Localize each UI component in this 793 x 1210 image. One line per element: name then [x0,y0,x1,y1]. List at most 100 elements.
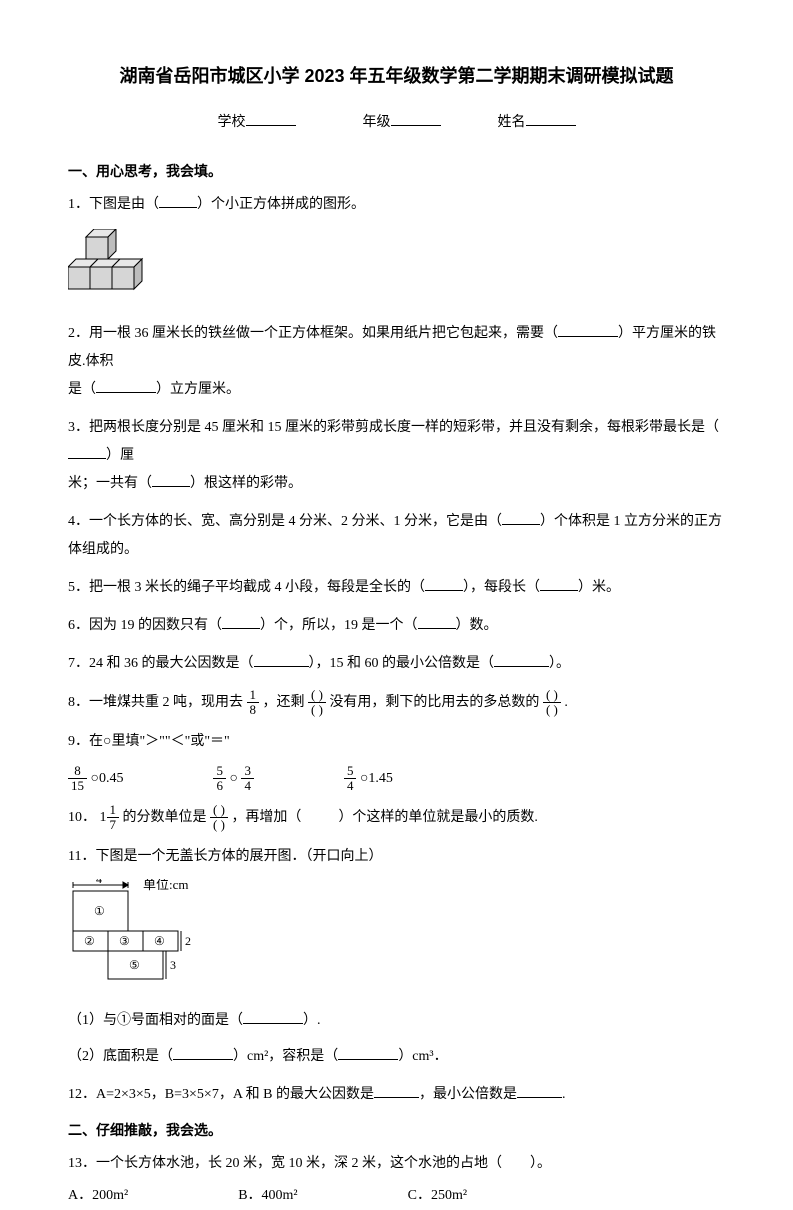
question-2: 2．用一根 36 厘米长的铁丝做一个正方体框架。如果用纸片把它包起来，需要（）平… [68,320,725,404]
q11-sub2-blank1[interactable] [173,1046,233,1060]
grade-blank[interactable] [391,110,441,126]
cube-svg [68,229,163,301]
q6-post: ）数。 [456,618,498,633]
q5-post: ）米。 [578,580,620,595]
svg-text:⑤: ⑤ [129,958,140,972]
section-1-heading: 一、用心思考，我会填。 [68,160,725,185]
q10-post: ）个这样的单位就是最小的质数. [338,810,538,825]
question-5: 5．把一根 3 米长的绳子平均截成 4 小段，每段是全长的（ ），每段长（ ）米。 [68,574,725,602]
q3-blank1[interactable] [68,445,106,459]
q2-blank1[interactable] [558,323,618,337]
q8-frac1: 18 [247,688,260,718]
q4-blank[interactable] [502,511,540,525]
q12-post: . [562,1087,566,1102]
q10-pre: 10． [68,810,96,825]
question-4: 4．一个长方体的长、宽、高分别是 4 分米、2 分米、1 分米，它是由（）个体积… [68,508,725,564]
q13-choices: A．200m² B．400m² C．250m² [68,1182,725,1210]
question-12: 12．A=2×3×5，B=3×5×7，A 和 B 的最大公因数是 ，最小公倍数是. [68,1081,725,1109]
q2-pre2: 是（ [68,382,96,397]
q11-sub2-blank2[interactable] [338,1046,398,1060]
grade-label: 年级 [363,110,391,135]
school-label: 学校 [218,110,246,135]
q12-blank2[interactable] [517,1084,562,1098]
q10-mixed: 117 [100,810,120,825]
name-blank[interactable] [526,110,576,126]
q12-mid: ，最小公倍数是 [419,1087,517,1102]
svg-text:④: ④ [154,934,165,948]
q8-pre: 8．一堆煤共重 2 吨，现用去 [68,695,243,710]
q6-pre: 6．因为 19 的因数只有（ [68,618,222,633]
q9-item-2: 54 ○1.45 [344,764,393,794]
q3-pre2: 米；一共有（ [68,476,152,491]
page-title: 湖南省岳阳市城区小学 2023 年五年级数学第二学期期末调研模拟试题 [68,60,725,92]
question-3: 3．把两根长度分别是 45 厘米和 15 厘米的彩带剪成长度一样的短彩带，并且没… [68,414,725,498]
q2-blank2[interactable] [96,379,156,393]
q7-pre: 7．24 和 36 的最大公因数是（ [68,656,254,671]
question-13: 13．一个长方体水池，长 20 米，宽 10 米，深 2 米，这个水池的占地（ … [68,1150,725,1210]
q3-post: ）根这样的彩带。 [190,476,302,491]
q6-blank2[interactable] [418,615,456,629]
q12-pre: 12．A=2×3×5，B=3×5×7，A 和 B 的最大公因数是 [68,1087,374,1102]
question-7: 7．24 和 36 的最大公因数是（ ），15 和 60 的最小公倍数是（ ）。 [68,650,725,678]
q7-blank1[interactable] [254,653,309,667]
svg-text:2: 2 [185,934,191,948]
q6-blank1[interactable] [222,615,260,629]
cube-figure [68,229,725,310]
q9-label: 9．在○里填"＞""＜"或"＝" [68,728,725,756]
svg-text:单位:cm: 单位:cm [143,879,189,892]
svg-text:③: ③ [119,934,130,948]
choice-a[interactable]: A．200m² [68,1182,128,1210]
net-figure: 4 单位:cm ① ② ③ ④ 2 ⑤ 3 [68,879,725,995]
q5-blank1[interactable] [425,577,463,591]
q8-mid1: ，还剩 [263,695,305,710]
q7-post: ）。 [549,656,570,671]
choice-b[interactable]: B．400m² [238,1182,297,1210]
q9-cmp0[interactable]: ○ [91,771,99,786]
q6-mid: ）个，所以，19 是一个（ [260,618,418,633]
school-blank[interactable] [246,110,296,126]
q9-item-0: 815 ○0.45 [68,764,123,794]
svg-text:4: 4 [96,879,102,886]
q10-blankfrac[interactable] [210,803,228,833]
q12-blank1[interactable] [374,1084,419,1098]
question-9: 9．在○里填"＞""＜"或"＝" 815 ○0.45 56 ○ 34 54 ○1… [68,728,725,794]
q7-mid: ），15 和 60 的最小公倍数是（ [309,656,495,671]
q2-post: ）立方厘米。 [156,382,240,397]
net-svg: 4 单位:cm ① ② ③ ④ 2 ⑤ 3 [68,879,268,984]
question-1: 1．下图是由（ ）个小正方体拼成的图形。 [68,191,725,219]
q1-post: ）个小正方体拼成的图形。 [197,197,365,212]
question-6: 6．因为 19 的因数只有（ ）个，所以，19 是一个（ ）数。 [68,612,725,640]
svg-text:②: ② [84,934,95,948]
q1-blank[interactable] [159,194,197,208]
q4-pre: 4．一个长方体的长、宽、高分别是 4 分米、2 分米、1 分米，它是由（ [68,514,502,529]
choice-c[interactable]: C．250m² [408,1182,467,1210]
question-11: 11．下图是一个无盖长方体的展开图．（开口向上） 4 单位:cm ① ② ③ [68,843,725,1071]
q9-cmp1[interactable]: ○ [229,771,237,786]
q3-blank2[interactable] [152,473,190,487]
q8-mid2: 没有用，剩下的比用去的多总数的 [329,695,539,710]
q10-mid2: ，再增加（ [231,810,301,825]
q8-blankfrac2[interactable] [543,688,561,718]
q5-mid: ），每段长（ [463,580,540,595]
q7-blank2[interactable] [494,653,549,667]
info-row: 学校 年级 姓名 [68,110,725,135]
q11-label: 11．下图是一个无盖长方体的展开图．（开口向上） [68,843,725,871]
q9-item-1: 56 ○ 34 [213,764,253,794]
q2-pre: 2．用一根 36 厘米长的铁丝做一个正方体框架。如果用纸片把它包起来，需要（ [68,326,558,341]
q10-mid1: 的分数单位是 [123,810,207,825]
q11-sub1-blank[interactable] [243,1010,303,1024]
q5-pre: 5．把一根 3 米长的绳子平均截成 4 小段，每段是全长的（ [68,580,425,595]
svg-text:3: 3 [170,958,176,972]
q11-sub2: （2）底面积是（）cm²，容积是（）cm³． [68,1043,725,1071]
q8-post: . [564,695,568,710]
q13-label: 13．一个长方体水池，长 20 米，宽 10 米，深 2 米，这个水池的占地（ … [68,1150,725,1178]
q8-blankfrac1[interactable] [308,688,326,718]
name-label: 姓名 [498,110,526,135]
q9-row: 815 ○0.45 56 ○ 34 54 ○1.45 [68,764,725,794]
question-10: 10． 117 的分数单位是 ，再增加（ ）个这样的单位就是最小的质数. [68,803,725,833]
q3-mid: ）厘 [106,448,134,463]
q11-sub1: （1）与①号面相对的面是（）. [68,1007,725,1035]
q5-blank2[interactable] [540,577,578,591]
section-2-heading: 二、仔细推敲，我会选。 [68,1119,725,1144]
q1-pre: 1．下图是由（ [68,197,159,212]
